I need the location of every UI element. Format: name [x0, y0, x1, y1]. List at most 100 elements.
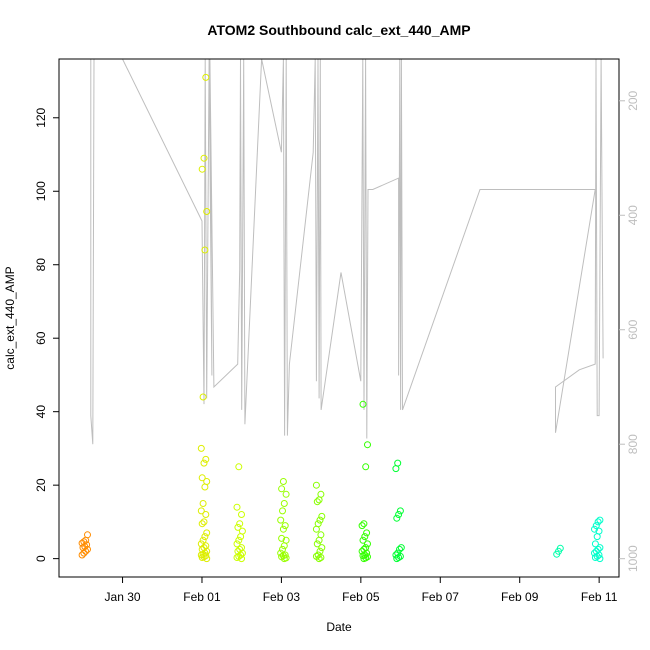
data-points-layer — [78, 73, 604, 563]
data-point — [279, 525, 287, 533]
data-point — [278, 485, 286, 493]
y-tick-label: 40 — [34, 405, 48, 419]
data-point — [361, 533, 369, 541]
data-point — [316, 547, 324, 555]
data-point — [236, 520, 244, 528]
data-point — [316, 516, 324, 524]
x-axis: Jan 30 Feb 01 Feb 03 Feb 05 Feb 07 Feb 09 Feb … — [105, 577, 618, 604]
y-tick-label: 120 — [34, 107, 48, 127]
data-point — [312, 552, 320, 560]
data-point — [394, 459, 402, 467]
data-point — [84, 531, 91, 539]
data-point — [397, 544, 405, 552]
data-point — [396, 507, 404, 515]
data-point — [362, 463, 370, 471]
data-point — [238, 511, 245, 518]
data-point — [317, 490, 325, 498]
data-point — [203, 529, 211, 537]
data-point — [238, 527, 246, 535]
data-point — [201, 246, 209, 254]
data-point — [197, 507, 205, 515]
y-axis-right: 200 400 600 800 1000 — [619, 90, 640, 572]
data-point — [197, 444, 205, 452]
data-point — [233, 540, 241, 548]
chart-title: ATOM2 Southbound calc_ext_440_AMP — [207, 22, 470, 38]
data-point — [358, 522, 366, 530]
x-tick-label: Feb 09 — [501, 590, 539, 604]
data-point — [591, 525, 598, 533]
data-point — [393, 514, 401, 522]
x-tick-label: Feb 01 — [183, 590, 221, 604]
y-axis: 0 20 40 60 80 100 120 — [34, 107, 59, 562]
data-point — [234, 547, 242, 555]
data-point — [203, 208, 211, 215]
data-point — [364, 540, 371, 548]
data-point — [312, 481, 320, 489]
data-point — [197, 540, 205, 548]
data-point — [392, 551, 400, 559]
data-point — [238, 544, 245, 552]
data-point — [201, 533, 209, 541]
data-point — [591, 540, 599, 548]
data-point — [80, 538, 88, 546]
data-point — [317, 531, 325, 539]
plot-frame — [58, 58, 620, 578]
data-point — [396, 545, 403, 553]
x-tick-label: Feb 11 — [581, 590, 618, 604]
data-point — [202, 511, 210, 518]
data-point — [198, 165, 206, 173]
data-point — [278, 534, 286, 542]
data-point — [202, 542, 210, 550]
data-point — [198, 474, 206, 482]
data-point — [359, 536, 367, 544]
right-y-tick-label: 600 — [626, 319, 640, 339]
data-point — [200, 518, 208, 526]
data-point — [592, 547, 600, 555]
data-point — [199, 536, 207, 544]
data-point — [394, 549, 402, 557]
data-point — [198, 520, 206, 528]
data-point — [277, 549, 285, 557]
y-axis-label: calc_ext_440_AMP — [3, 266, 17, 369]
data-point — [364, 441, 371, 449]
right-y-tick-label: 200 — [626, 90, 640, 110]
data-point — [596, 544, 604, 552]
data-point — [360, 520, 368, 528]
data-point — [282, 490, 290, 498]
data-point — [203, 478, 211, 485]
data-point — [360, 545, 368, 553]
data-point — [235, 536, 243, 544]
data-point — [591, 549, 598, 557]
data-point — [200, 459, 208, 467]
data-point — [279, 545, 286, 553]
data-point — [594, 518, 602, 526]
data-point — [314, 551, 322, 559]
data-point — [595, 527, 603, 535]
x-tick-label: Feb 07 — [422, 590, 460, 604]
x-axis-label: Date — [326, 620, 352, 634]
right-y-tick-label: 400 — [626, 205, 640, 225]
x-tick-label: Feb 03 — [263, 590, 301, 604]
depth-trace-layer — [90, 58, 604, 445]
data-point — [78, 551, 86, 559]
y-tick-label: 60 — [34, 331, 48, 345]
data-point — [359, 400, 367, 408]
y-tick-label: 100 — [34, 181, 48, 201]
data-point — [279, 507, 286, 515]
data-point — [202, 455, 210, 463]
data-point — [281, 551, 289, 559]
depth-trace-line — [90, 58, 604, 445]
data-point — [200, 154, 208, 162]
data-point — [358, 547, 366, 555]
data-point — [199, 500, 207, 507]
data-point — [277, 516, 285, 524]
data-point — [318, 512, 326, 520]
data-point — [313, 540, 321, 548]
data-point — [279, 478, 287, 485]
data-point — [314, 520, 322, 528]
data-point — [233, 503, 241, 511]
data-point — [278, 553, 286, 561]
data-point — [362, 544, 370, 552]
x-tick-label: Jan 30 — [105, 590, 141, 604]
